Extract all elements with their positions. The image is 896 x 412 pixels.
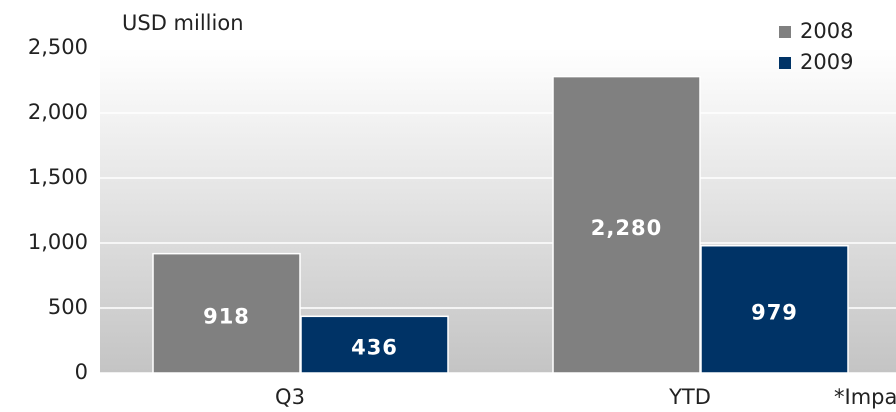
y-tick-label: 1,500 [28,165,88,189]
y-tick-label: 1,000 [28,230,88,254]
legend-label: 2008 [800,19,853,43]
value-label: 2,280 [591,216,662,240]
x-tick-label: Q3 [275,385,305,409]
y-tick-label: 2,000 [28,100,88,124]
y-tick-label: 0 [75,360,88,384]
bar [700,244,849,374]
chart-title: USD million [122,11,244,35]
legend-swatch [779,26,791,38]
bar [552,75,701,374]
footnote: *Impa [834,385,896,409]
y-tick-label: 500 [48,295,88,319]
value-label: 918 [203,304,250,328]
bar [300,315,449,374]
legend-swatch [779,57,791,69]
bar [152,252,301,374]
x-tick-label: YTD [668,385,711,409]
value-label: 436 [351,336,398,360]
value-label: 979 [751,300,798,324]
legend-label: 2009 [800,50,853,74]
y-tick-label: 2,500 [28,35,88,59]
